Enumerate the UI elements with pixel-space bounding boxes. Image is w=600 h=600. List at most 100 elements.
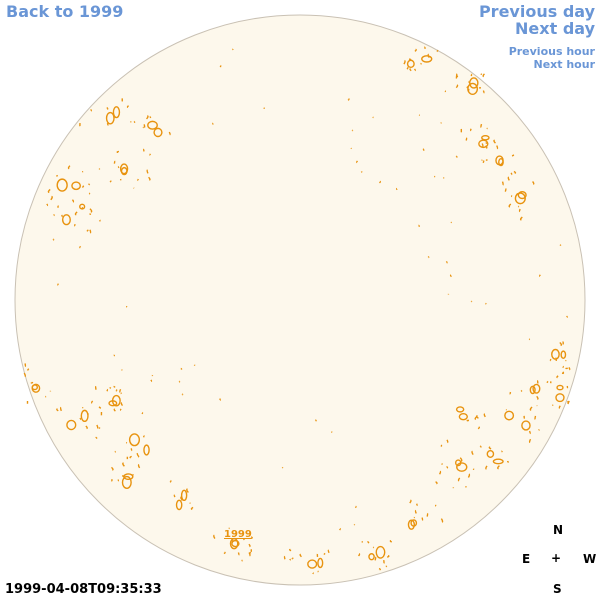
contour-mark <box>496 145 499 150</box>
contour-mark <box>119 408 122 412</box>
contour-mark <box>106 106 109 110</box>
contour-loop <box>112 106 121 119</box>
contour-mark <box>79 245 82 249</box>
contour-loop <box>458 412 468 421</box>
contour-mark <box>434 504 437 507</box>
contour-mark <box>178 380 181 383</box>
contour-mark <box>74 211 78 216</box>
contour-mark <box>528 438 532 444</box>
contour-mark <box>82 185 85 189</box>
contour-mark <box>95 436 98 440</box>
contour-mark <box>403 59 406 65</box>
contour-mark <box>506 460 510 463</box>
contour-loop <box>121 475 132 489</box>
contour-mark <box>567 400 570 404</box>
contour-loop <box>455 406 465 413</box>
previous-day-link[interactable]: Previous day <box>478 2 595 21</box>
contour-mark <box>520 389 523 392</box>
contour-mark <box>136 452 139 456</box>
contour-mark <box>347 98 350 101</box>
contour-loop <box>317 557 324 569</box>
contour-mark <box>483 413 486 418</box>
contour-mark <box>457 477 461 482</box>
contour-mark <box>566 315 568 319</box>
contour-mark <box>122 462 125 467</box>
contour-loop <box>495 155 504 166</box>
contour-mark <box>367 540 370 544</box>
contour-loop <box>108 400 118 407</box>
contour-loop <box>504 410 515 421</box>
contour-mark <box>90 108 92 112</box>
contour-loop <box>180 489 188 502</box>
contour-mark <box>493 139 496 144</box>
contour-mark <box>409 499 412 504</box>
contour-mark <box>455 155 458 158</box>
contour-mark <box>356 160 359 164</box>
previous-hour-link[interactable]: Previous hour <box>508 45 595 58</box>
contour-mark <box>485 465 488 470</box>
contour-mark <box>504 188 507 192</box>
contour-loop <box>551 348 560 360</box>
back-to-year-link[interactable]: Back to 1999 <box>6 2 124 21</box>
contour-mark <box>323 552 326 556</box>
next-day-link[interactable]: Next day <box>515 19 595 38</box>
contour-mark <box>111 466 114 471</box>
contour-mark <box>96 424 99 429</box>
contour-loop <box>368 553 375 561</box>
contour-mark <box>148 176 151 181</box>
contour-mark <box>30 381 34 384</box>
next-hour-link[interactable]: Next hour <box>533 58 596 71</box>
magnetic-contours <box>23 46 571 575</box>
contour-mark <box>386 555 390 558</box>
contour-mark <box>519 216 523 221</box>
contour-mark <box>482 73 485 78</box>
contour-mark <box>339 527 341 531</box>
contour-mark <box>50 195 53 201</box>
contour-mark <box>446 466 449 469</box>
contour-mark <box>79 417 82 421</box>
year-link[interactable]: 1999 <box>224 529 252 540</box>
contour-mark <box>482 160 485 164</box>
contour-mark <box>414 509 417 514</box>
contour-mark <box>169 479 172 483</box>
contour-loop <box>31 383 41 393</box>
contour-mark <box>436 49 439 53</box>
contour-mark <box>299 553 302 558</box>
contour-loop <box>421 55 433 63</box>
compass-east: E <box>522 552 531 566</box>
contour-loop <box>147 120 158 130</box>
contour-mark <box>467 473 471 478</box>
contour-mark <box>116 150 120 153</box>
contour-mark <box>477 426 481 430</box>
contour-loop <box>79 203 86 210</box>
contour-loop <box>71 181 81 191</box>
contour-mark <box>223 551 226 555</box>
contour-mark <box>56 408 59 412</box>
contour-mark <box>446 439 449 444</box>
contour-mark <box>406 66 409 70</box>
contour-mark <box>181 393 184 396</box>
contour-mark <box>357 553 361 557</box>
contour-mark <box>435 481 438 485</box>
contour-mark <box>485 145 488 149</box>
contour-mark <box>126 105 130 109</box>
contour-loop <box>119 163 129 175</box>
contour-mark <box>173 494 176 498</box>
contour-mark <box>474 416 477 420</box>
contour-loop <box>229 537 239 550</box>
contour-mark <box>98 406 102 409</box>
contour-loop <box>517 190 527 200</box>
contour-loop <box>521 420 531 431</box>
compass-south: S <box>553 582 562 596</box>
contour-mark <box>117 165 120 169</box>
contour-mark <box>459 457 463 462</box>
contour-mark <box>511 154 515 157</box>
contour-mark <box>409 68 412 72</box>
contour-loop <box>407 519 416 530</box>
contour-mark <box>327 549 330 554</box>
contour-mark <box>88 192 91 195</box>
contour-mark <box>113 385 116 388</box>
contour-mark <box>528 430 531 435</box>
contour-loop <box>514 192 526 205</box>
